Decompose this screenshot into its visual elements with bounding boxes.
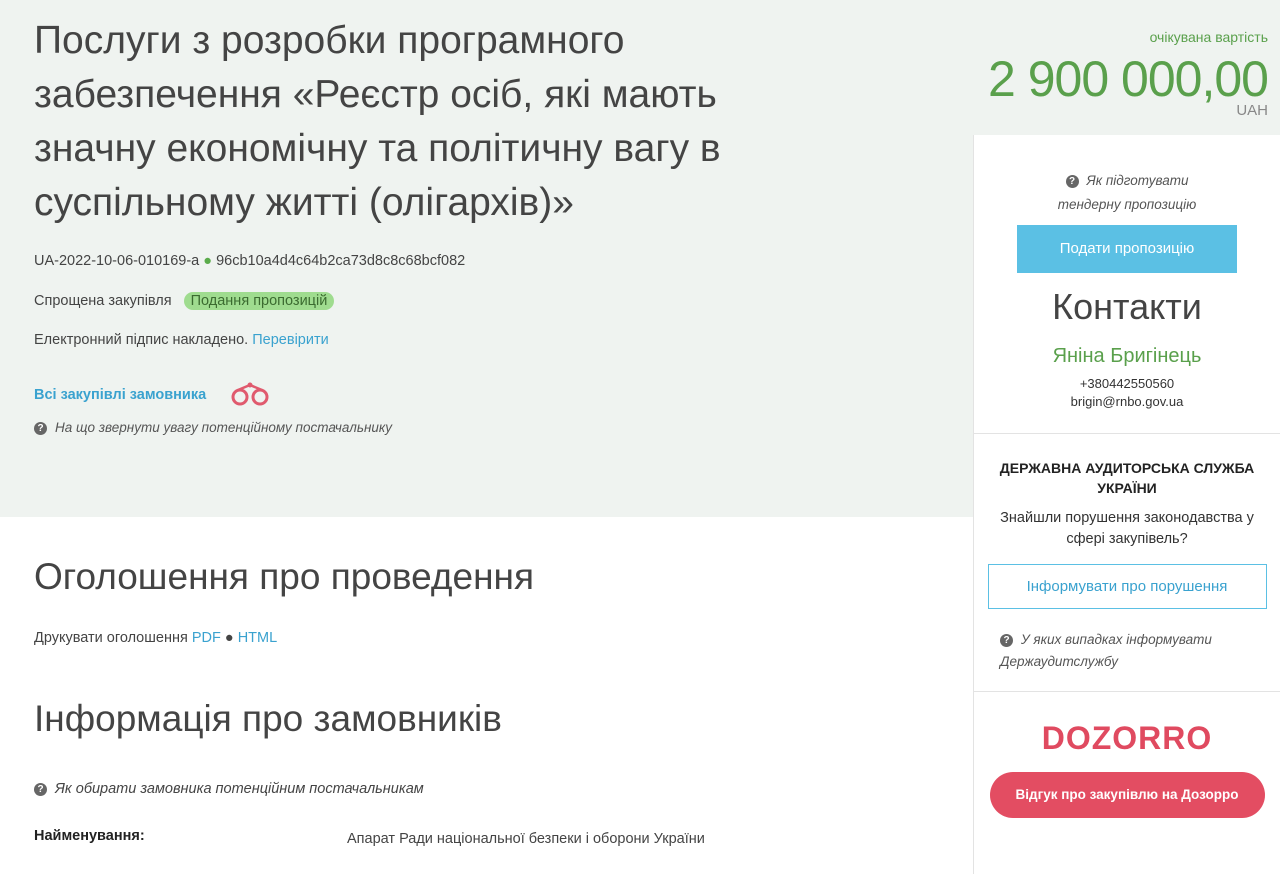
question-icon: ? [1000, 634, 1013, 647]
price-label: очікувана вартість [1149, 29, 1268, 45]
divider [974, 691, 1280, 692]
attention-text: На що звернути увагу потенційному постач… [55, 420, 393, 435]
customers-title: Інформація про замовників [34, 698, 502, 739]
question-icon: ? [1065, 175, 1079, 188]
binoculars-icon[interactable] [226, 381, 276, 407]
print-label: Друкувати оголошення [34, 630, 188, 646]
tender-title: Послуги з розробки програмного забезпече… [34, 19, 721, 224]
contact-phone: +380442550560 [1079, 376, 1175, 391]
prepare-help[interactable]: ? Як підготувати тендерну пропозицію [974, 169, 1280, 217]
name-label: Найменування: [34, 828, 145, 844]
tender-type-line: Спрощена закупівля Подання пропозицій [34, 290, 794, 312]
price-currency: UAH [1236, 102, 1268, 119]
tender-header: Послуги з розробки програмного забезпече… [34, 14, 794, 439]
audit-help[interactable]: ? У яких випадках інформувати Держаудитсл… [974, 629, 1280, 673]
signature-text: Електронний підпис накладено. [34, 332, 249, 348]
report-violation-button[interactable]: Інформувати про порушення [987, 564, 1267, 609]
prepare-help-text: Як підготувати тендерну пропозицію [1057, 173, 1197, 212]
pdf-link[interactable]: PDF [191, 630, 221, 646]
separator-dot: ● [224, 630, 234, 646]
contact-name: Яніна Бригінець [1052, 345, 1202, 367]
question-icon: ? [34, 783, 47, 796]
contacts-title: Контакти [1052, 286, 1202, 327]
all-purchases-link[interactable]: Всі закупівлі замовника [34, 387, 207, 403]
audit-title: ДЕРЖАВНА АУДИТОРСЬКА СЛУЖБА УКРАЇНИ [999, 460, 1255, 496]
contact-email[interactable]: brigin@rnbo.gov.ua [1070, 394, 1184, 409]
dozorro-logo[interactable]: DOZORRO [1041, 720, 1213, 756]
all-purchases-line: Всі закупівлі замовника [34, 381, 794, 407]
submit-proposal-button[interactable]: Подати пропозицію [1017, 225, 1237, 273]
procurement-type: Спрощена закупівля [34, 293, 172, 309]
attention-help[interactable]: ? На що звернути увагу потенційному поста… [34, 417, 794, 439]
customer-help[interactable]: ? Як обирати замовника потенційним постач… [34, 781, 424, 797]
tender-hash: 96cb10a4d4c64b2ca73d8c8c68bcf082 [216, 253, 466, 269]
dozorro-feedback-button[interactable]: Відгук про закупівлю на Дозорро [989, 772, 1265, 818]
verify-link[interactable]: Перевірити [252, 332, 329, 348]
signature-line: Електронний підпис накладено. Перевірити [34, 329, 794, 351]
sidebar: ? Як підготувати тендерну пропозицію Пода… [973, 135, 1280, 874]
audit-help-text: У яких випадках інформувати Держаудитслу… [1000, 632, 1212, 669]
question-icon: ? [34, 422, 47, 435]
customer-help-text: Як обирати замовника потенційним постача… [55, 781, 424, 797]
status-badge: Подання пропозицій [183, 292, 335, 310]
tender-id-line: UA-2022-10-06-010169-a ● 96cb10a4d4c64b2… [34, 250, 794, 272]
separator-dot: ● [203, 253, 213, 269]
html-link[interactable]: HTML [237, 630, 278, 646]
audit-text: Знайшли порушення законодавства у сфері … [1000, 510, 1254, 547]
tender-id: UA-2022-10-06-010169-a [34, 253, 200, 269]
name-value: Апарат Ради національної безпеки і оборо… [347, 831, 705, 847]
price-value: 2 900 000,00 [988, 51, 1269, 107]
announcement-title: Оголошення про проведення [34, 556, 534, 597]
divider [974, 433, 1280, 434]
print-line: Друкувати оголошення PDF ● HTML [34, 630, 277, 646]
